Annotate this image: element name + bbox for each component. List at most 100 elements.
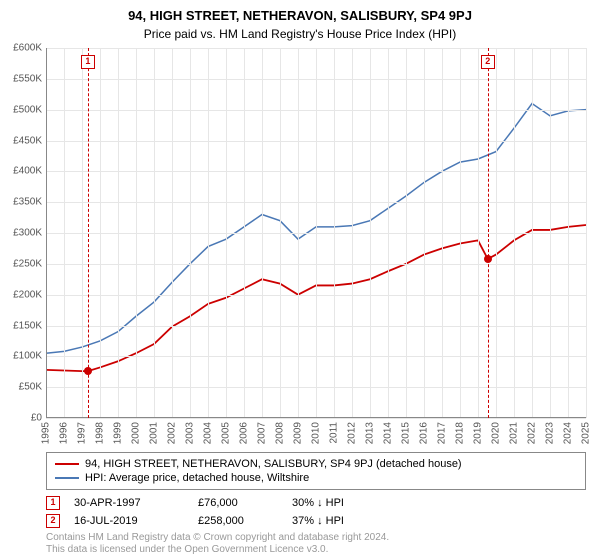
chart-plot-area: £0£50K£100K£150K£200K£250K£300K£350K£400…: [46, 48, 586, 418]
sale-diff: 37% ↓ HPI: [292, 515, 392, 527]
gridline-vertical: [262, 48, 263, 418]
gridline-vertical: [334, 48, 335, 418]
x-axis-tick-label: 2005: [221, 422, 232, 444]
x-axis-tick-label: 2011: [329, 422, 340, 444]
legend-item: 94, HIGH STREET, NETHERAVON, SALISBURY, …: [55, 457, 577, 471]
chart-subtitle: Price paid vs. HM Land Registry's House …: [0, 23, 600, 47]
legend: 94, HIGH STREET, NETHERAVON, SALISBURY, …: [46, 452, 586, 490]
marker-line-1: [88, 48, 89, 418]
x-axis-tick-label: 2021: [509, 422, 520, 444]
y-axis-tick-label: £250K: [13, 258, 42, 269]
sale-date: 30-APR-1997: [74, 497, 184, 509]
x-axis-tick-label: 2024: [563, 422, 574, 444]
gridline-vertical: [568, 48, 569, 418]
y-axis-tick-label: £150K: [13, 320, 42, 331]
y-axis-tick-label: £200K: [13, 289, 42, 300]
gridline-vertical: [532, 48, 533, 418]
sale-date: 16-JUL-2019: [74, 515, 184, 527]
gridline-vertical: [424, 48, 425, 418]
sale-badge: 1: [46, 496, 60, 510]
gridline-vertical: [316, 48, 317, 418]
y-axis-tick-label: £500K: [13, 104, 42, 115]
gridline-vertical: [280, 48, 281, 418]
x-axis-tick-label: 1998: [95, 422, 106, 444]
x-axis-tick-label: 2012: [347, 422, 358, 444]
sale-badge: 2: [46, 514, 60, 528]
footer-line-2: This data is licensed under the Open Gov…: [46, 544, 389, 556]
x-axis-tick-label: 2015: [401, 422, 412, 444]
gridline-vertical: [154, 48, 155, 418]
gridline-horizontal: [46, 418, 586, 419]
marker-badge-2: 2: [481, 55, 495, 69]
x-axis-tick-label: 1996: [59, 422, 70, 444]
x-axis-tick-label: 2020: [491, 422, 502, 444]
x-axis-tick-label: 2001: [149, 422, 160, 444]
gridline-vertical: [136, 48, 137, 418]
sale-price: £76,000: [198, 497, 278, 509]
gridline-vertical: [352, 48, 353, 418]
marker-dot-1: [84, 367, 92, 375]
gridline-vertical: [82, 48, 83, 418]
gridline-vertical: [298, 48, 299, 418]
x-axis-tick-label: 2004: [203, 422, 214, 444]
gridline-vertical: [208, 48, 209, 418]
gridline-vertical: [478, 48, 479, 418]
sales-table: 1 30-APR-1997 £76,000 30% ↓ HPI 2 16-JUL-2019…: [46, 494, 586, 530]
x-axis-tick-label: 2008: [275, 422, 286, 444]
gridline-vertical: [172, 48, 173, 418]
legend-label: HPI: Average price, detached house, Wilt…: [85, 472, 309, 484]
y-axis-tick-label: £300K: [13, 228, 42, 239]
x-axis-tick-label: 2009: [293, 422, 304, 444]
footer-line-1: Contains HM Land Registry data © Crown c…: [46, 532, 389, 544]
marker-dot-2: [484, 255, 492, 263]
x-axis-tick-label: 2016: [419, 422, 430, 444]
gridline-vertical: [118, 48, 119, 418]
gridline-vertical: [586, 48, 587, 418]
gridline-vertical: [514, 48, 515, 418]
y-axis-tick-label: £600K: [13, 43, 42, 54]
x-axis-tick-label: 2003: [185, 422, 196, 444]
gridline-vertical: [388, 48, 389, 418]
y-axis-tick-label: £550K: [13, 73, 42, 84]
x-axis-tick-label: 2019: [473, 422, 484, 444]
gridline-vertical: [370, 48, 371, 418]
gridline-vertical: [244, 48, 245, 418]
y-axis-line: [46, 48, 47, 418]
legend-swatch: [55, 477, 79, 479]
x-axis-tick-label: 1999: [113, 422, 124, 444]
y-axis-tick-label: £450K: [13, 135, 42, 146]
x-axis-tick-label: 2017: [437, 422, 448, 444]
gridline-vertical: [190, 48, 191, 418]
legend-label: 94, HIGH STREET, NETHERAVON, SALISBURY, …: [85, 458, 462, 470]
x-axis-tick-label: 2010: [311, 422, 322, 444]
x-axis-line: [46, 417, 586, 418]
gridline-vertical: [496, 48, 497, 418]
x-axis-tick-label: 1997: [77, 422, 88, 444]
gridline-vertical: [226, 48, 227, 418]
x-axis-tick-label: 2002: [167, 422, 178, 444]
gridline-vertical: [442, 48, 443, 418]
footer: Contains HM Land Registry data © Crown c…: [46, 532, 389, 556]
chart-container: 94, HIGH STREET, NETHERAVON, SALISBURY, …: [0, 0, 600, 560]
x-axis-tick-label: 2022: [527, 422, 538, 444]
x-axis-tick-label: 1995: [41, 422, 52, 444]
sale-row: 1 30-APR-1997 £76,000 30% ↓ HPI: [46, 494, 586, 512]
x-axis-tick-label: 2025: [581, 422, 592, 444]
chart-title: 94, HIGH STREET, NETHERAVON, SALISBURY, …: [0, 0, 600, 23]
gridline-vertical: [406, 48, 407, 418]
marker-line-2: [488, 48, 489, 418]
x-axis-tick-label: 2007: [257, 422, 268, 444]
x-axis-tick-label: 2006: [239, 422, 250, 444]
gridline-vertical: [64, 48, 65, 418]
gridline-vertical: [100, 48, 101, 418]
marker-badge-1: 1: [81, 55, 95, 69]
x-axis-tick-label: 2023: [545, 422, 556, 444]
sale-row: 216-JUL-2019£258,00037% ↓ HPI: [46, 512, 586, 530]
x-axis-tick-label: 2018: [455, 422, 466, 444]
gridline-vertical: [550, 48, 551, 418]
legend-swatch: [55, 463, 79, 466]
x-axis-tick-label: 2014: [383, 422, 394, 444]
x-axis-tick-label: 2000: [131, 422, 142, 444]
sale-diff: 30% ↓ HPI: [292, 497, 392, 509]
y-axis-tick-label: £350K: [13, 197, 42, 208]
